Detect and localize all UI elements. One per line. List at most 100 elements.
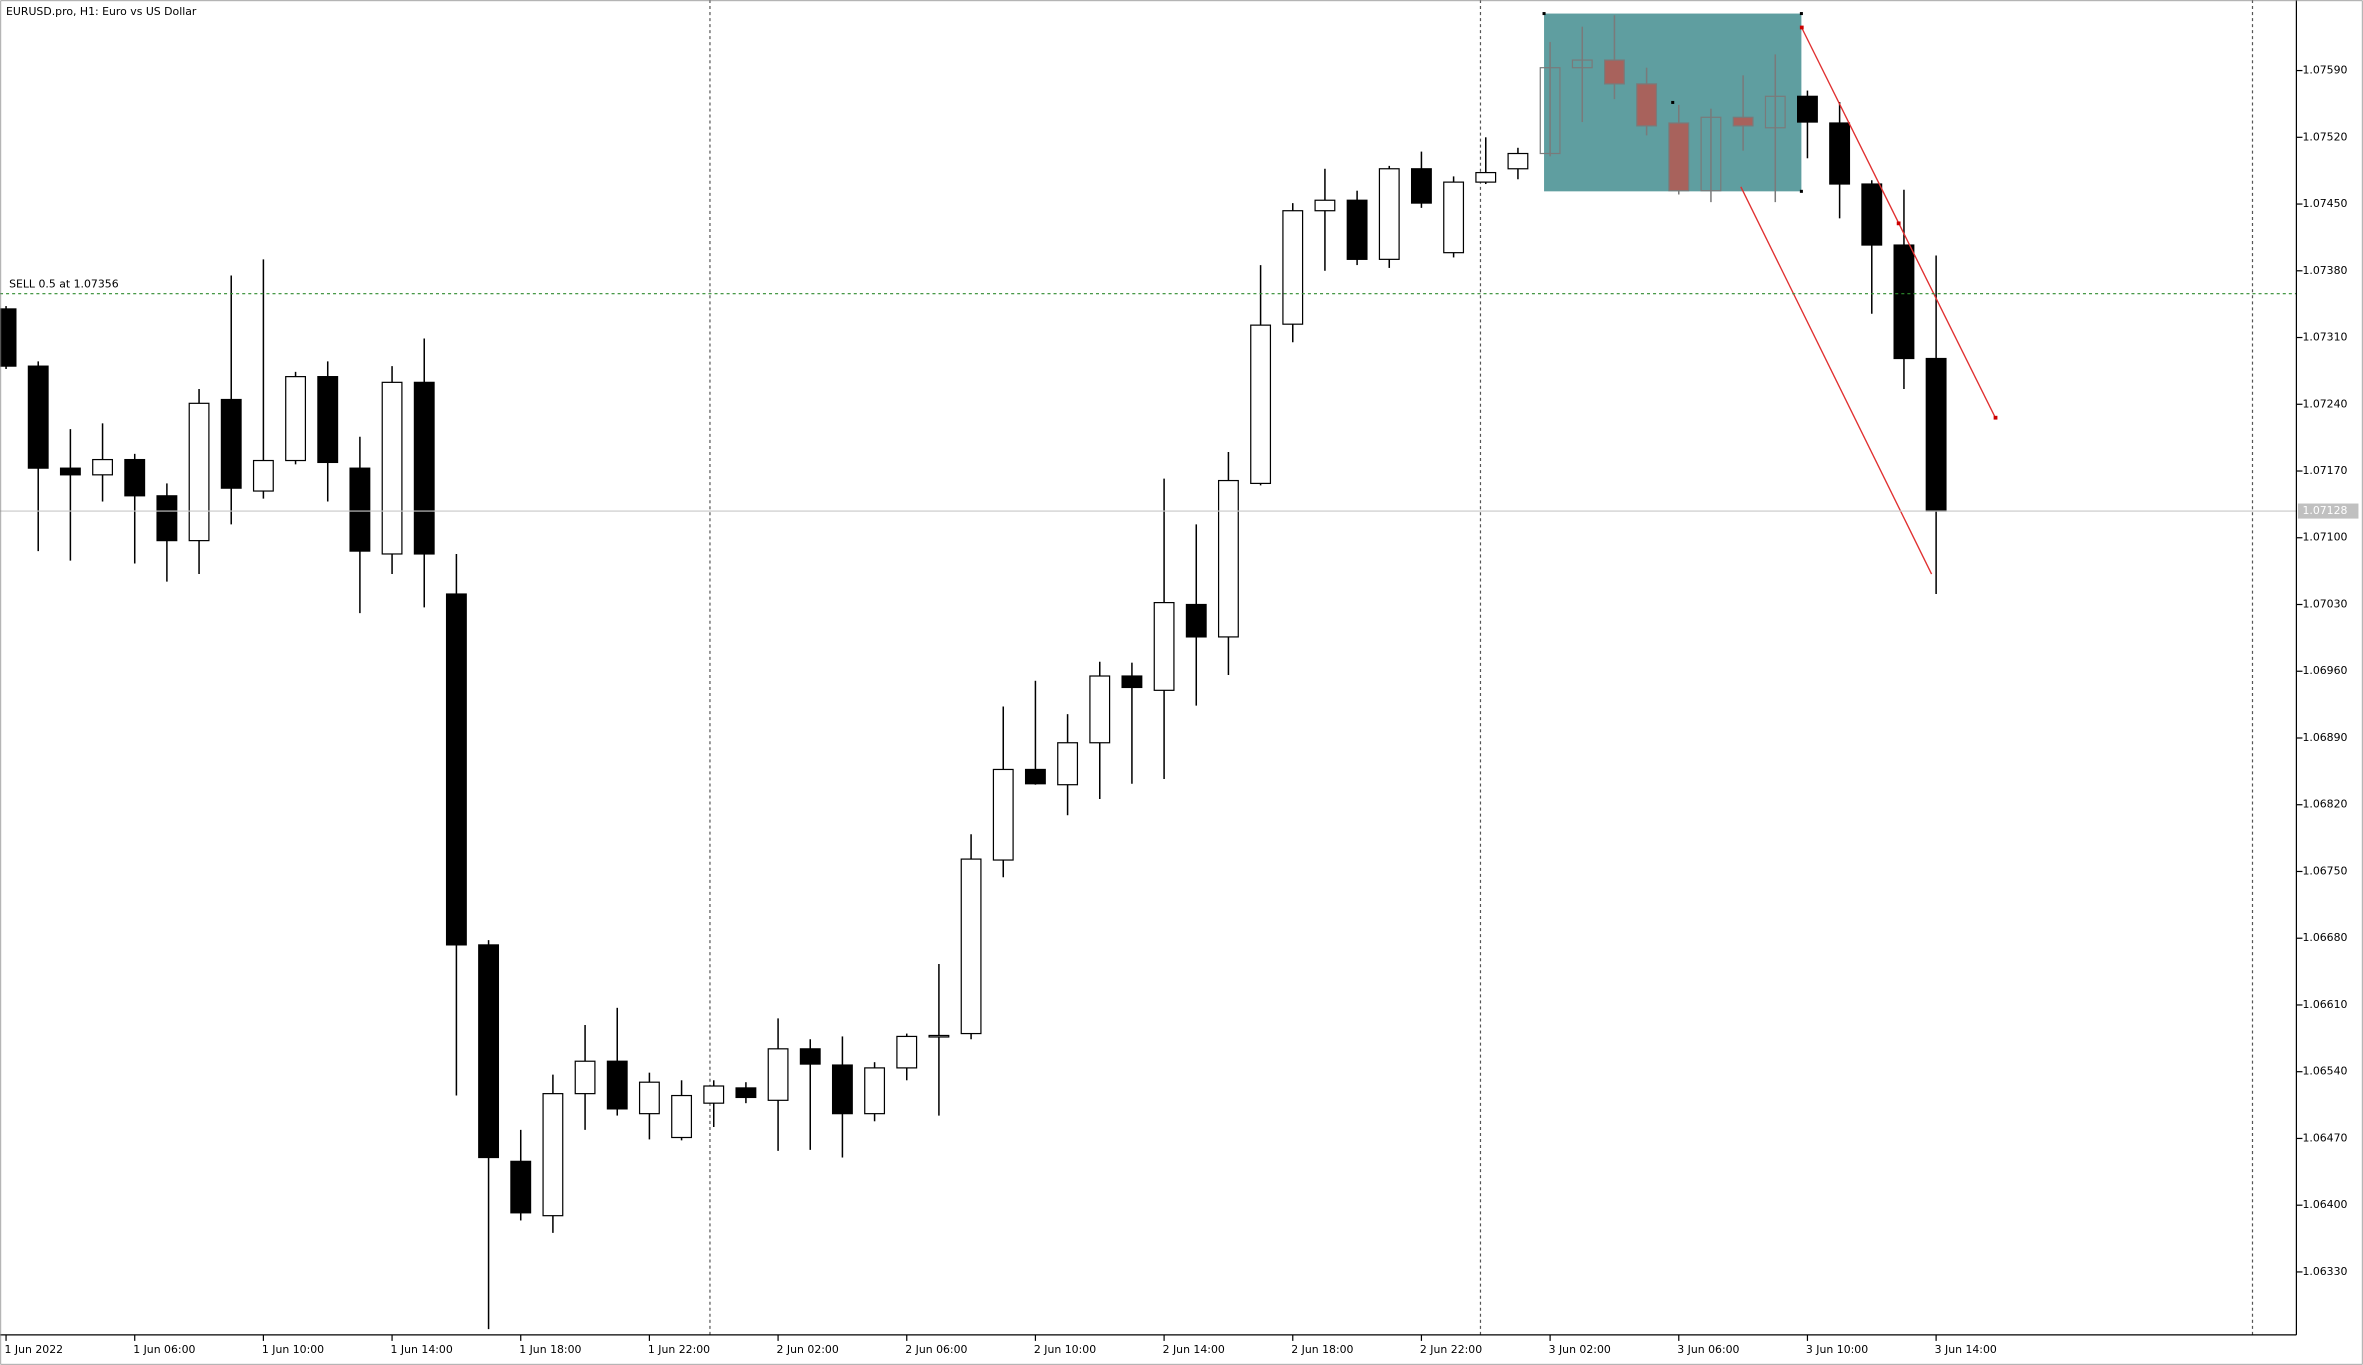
candle-body bbox=[1153, 601, 1175, 691]
y-tick-label: 1.07310 bbox=[2302, 331, 2347, 344]
candle-body bbox=[864, 1067, 886, 1115]
candle-body bbox=[124, 458, 146, 497]
candle-body bbox=[349, 467, 371, 552]
candle-body bbox=[1443, 181, 1465, 254]
anchor bbox=[1896, 221, 1901, 226]
candle-body bbox=[1732, 116, 1754, 127]
candle-body bbox=[510, 1160, 532, 1214]
anchor bbox=[1993, 415, 1998, 420]
candle-body bbox=[1475, 171, 1497, 183]
candle-body bbox=[1121, 675, 1143, 689]
candle-body bbox=[1346, 199, 1368, 260]
candle-body bbox=[220, 398, 242, 489]
candles bbox=[0, 15, 1947, 1330]
candle-body bbox=[1893, 244, 1915, 360]
candle-body bbox=[1764, 95, 1786, 129]
y-tick-label: 1.07170 bbox=[2302, 464, 2347, 477]
candle-body bbox=[1057, 742, 1079, 786]
candle-body bbox=[735, 1087, 757, 1099]
x-tick-label: 3 Jun 02:00 bbox=[1549, 1343, 1611, 1356]
x-tick-label: 3 Jun 06:00 bbox=[1677, 1343, 1739, 1356]
y-tick-label: 1.06610 bbox=[2302, 998, 2347, 1011]
candle-body bbox=[1700, 116, 1722, 192]
y-tick-label: 1.06820 bbox=[2302, 798, 2347, 811]
candle-body bbox=[1024, 768, 1046, 785]
candle-body bbox=[1410, 168, 1432, 204]
candle-body bbox=[59, 467, 81, 476]
y-tick-label: 1.07100 bbox=[2302, 531, 2347, 544]
anchor bbox=[1799, 25, 1804, 30]
x-tick-label: 1 Jun 10:00 bbox=[262, 1343, 324, 1356]
candle-body bbox=[992, 768, 1014, 861]
y-tick-label: 1.06890 bbox=[2302, 731, 2347, 744]
x-tick-label: 2 Jun 10:00 bbox=[1034, 1343, 1096, 1356]
x-tick-label: 2 Jun 22:00 bbox=[1420, 1343, 1482, 1356]
candle-body bbox=[445, 593, 467, 946]
x-tick-label: 1 Jun 22:00 bbox=[648, 1343, 710, 1356]
candle-body bbox=[896, 1035, 918, 1069]
candle-body bbox=[413, 381, 435, 555]
x-tick-label: 2 Jun 06:00 bbox=[905, 1343, 967, 1356]
candle-body bbox=[638, 1081, 660, 1115]
candle-body bbox=[92, 458, 114, 476]
candle-body bbox=[381, 381, 403, 555]
y-tick-label: 1.07450 bbox=[2302, 197, 2347, 210]
candle-body bbox=[1571, 59, 1593, 69]
candle-body bbox=[27, 365, 49, 469]
candle-body bbox=[606, 1060, 628, 1110]
candle-body bbox=[1282, 210, 1304, 325]
x-tick-label: 2 Jun 02:00 bbox=[777, 1343, 839, 1356]
y-tick-label: 1.06540 bbox=[2302, 1065, 2347, 1078]
candle-body bbox=[1378, 168, 1400, 260]
x-tick-label: 1 Jun 14:00 bbox=[391, 1343, 453, 1356]
candle-body bbox=[928, 1034, 950, 1038]
y-tick-label: 1.06330 bbox=[2302, 1265, 2347, 1278]
anchor bbox=[1799, 12, 1803, 16]
current-price-box bbox=[2297, 503, 2359, 519]
y-tick-label: 1.06750 bbox=[2302, 864, 2347, 877]
y-tick-label: 1.07590 bbox=[2302, 64, 2347, 77]
candle-body bbox=[1829, 122, 1851, 185]
anchor bbox=[1799, 189, 1803, 193]
x-tick-label: 1 Jun 06:00 bbox=[133, 1343, 195, 1356]
candle-body bbox=[1185, 603, 1207, 638]
y-tick-label: 1.07240 bbox=[2302, 397, 2347, 410]
candle-body bbox=[1668, 122, 1690, 192]
anchor bbox=[1542, 12, 1546, 16]
x-tick-label: 2 Jun 18:00 bbox=[1291, 1343, 1353, 1356]
candle-body bbox=[1797, 95, 1818, 123]
y-tick-label: 1.07030 bbox=[2302, 598, 2347, 611]
candle-body bbox=[671, 1094, 693, 1139]
y-tick-label: 1.06470 bbox=[2302, 1131, 2347, 1144]
candle-body bbox=[1314, 199, 1336, 212]
candle-body bbox=[1250, 324, 1272, 485]
x-tick-label: 3 Jun 14:00 bbox=[1935, 1343, 1997, 1356]
candle-body bbox=[767, 1048, 789, 1101]
candle-body bbox=[542, 1093, 564, 1217]
overlay: SELL 0.5 at 1.07356 bbox=[0, 278, 2297, 512]
y-tick-label: 1.06680 bbox=[2302, 931, 2347, 944]
y-tick-label: 1.07380 bbox=[2302, 264, 2347, 277]
candle-body bbox=[1089, 675, 1111, 744]
current-price-label: 1.07128 bbox=[2302, 504, 2347, 517]
candle-body bbox=[960, 858, 982, 1035]
candle-body bbox=[188, 402, 210, 542]
candle-body bbox=[1217, 479, 1239, 638]
candle-body bbox=[285, 376, 307, 462]
candle-body bbox=[1925, 357, 1947, 512]
trend-channel[interactable] bbox=[1740, 186, 1933, 575]
candle-body bbox=[799, 1048, 821, 1065]
y-tick-label: 1.06400 bbox=[2302, 1198, 2347, 1211]
candle-body bbox=[1603, 59, 1625, 85]
candle-body bbox=[317, 376, 339, 464]
candle-body bbox=[478, 944, 500, 1159]
candle-body bbox=[1507, 152, 1529, 170]
x-tick-label: 3 Jun 10:00 bbox=[1806, 1343, 1868, 1356]
anchor bbox=[1671, 100, 1675, 104]
candle-body bbox=[1861, 183, 1883, 246]
y-tick-label: 1.06960 bbox=[2302, 664, 2347, 677]
candle-body bbox=[252, 459, 274, 492]
